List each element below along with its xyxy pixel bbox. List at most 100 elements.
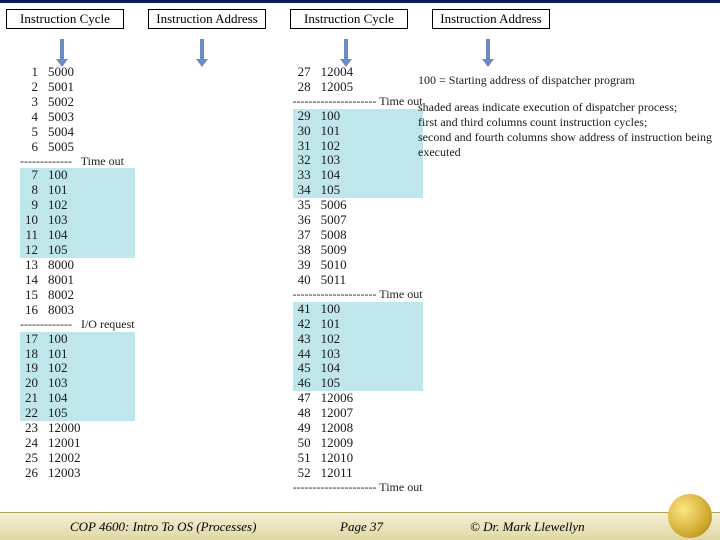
cycle-value: 15 <box>20 288 48 303</box>
dash-line: --------------------- Time out <box>293 288 423 302</box>
footer-logo-icon <box>668 494 712 538</box>
cycle-value: 9 <box>20 198 48 213</box>
trace-row: 32103 <box>293 153 423 168</box>
cycle-value: 23 <box>20 421 48 436</box>
cycle-value: 19 <box>20 361 48 376</box>
trace-row: 18101 <box>20 347 135 362</box>
address-value: 100 <box>48 168 102 183</box>
cycle-value: 1 <box>20 65 48 80</box>
cycle-value: 16 <box>20 303 48 318</box>
trace-row: 44103 <box>293 347 423 362</box>
address-value: 5003 <box>48 110 102 125</box>
cycle-value: 6 <box>20 140 48 155</box>
trace-row: 7100 <box>20 168 135 183</box>
trace-row: 385009 <box>293 243 423 258</box>
address-value: 5006 <box>321 198 375 213</box>
trace-row: 31102 <box>293 139 423 154</box>
dash-line: ------------- Time out <box>20 155 135 169</box>
trace-row: 19102 <box>20 361 135 376</box>
cycle-value: 48 <box>293 406 321 421</box>
cycle-value: 34 <box>293 183 321 198</box>
address-value: 12006 <box>321 391 375 406</box>
cycle-value: 3 <box>20 95 48 110</box>
trace-columns: 150002500135002450035500465005----------… <box>20 65 423 495</box>
cycle-value: 50 <box>293 436 321 451</box>
cycle-value: 44 <box>293 347 321 362</box>
trace-row: 25001 <box>20 80 135 95</box>
trace-row: 34105 <box>293 183 423 198</box>
cycle-value: 33 <box>293 168 321 183</box>
address-value: 101 <box>321 124 375 139</box>
address-value: 12007 <box>321 406 375 421</box>
address-value: 5004 <box>48 125 102 140</box>
cycle-value: 40 <box>293 273 321 288</box>
cycle-value: 5 <box>20 125 48 140</box>
cycle-value: 7 <box>20 168 48 183</box>
cycle-value: 22 <box>20 406 48 421</box>
address-value: 100 <box>48 332 102 347</box>
address-value: 12009 <box>321 436 375 451</box>
trace-row: 2512002 <box>20 451 135 466</box>
address-value: 105 <box>48 406 102 421</box>
label-arrow-2 <box>344 39 348 61</box>
cycle-value: 12 <box>20 243 48 258</box>
cycle-value: 51 <box>293 451 321 466</box>
cycle-value: 25 <box>20 451 48 466</box>
trace-row: 5012009 <box>293 436 423 451</box>
trace-row: 148001 <box>20 273 135 288</box>
cycle-value: 47 <box>293 391 321 406</box>
address-value: 104 <box>48 391 102 406</box>
cycle-value: 20 <box>20 376 48 391</box>
trace-row: 4812007 <box>293 406 423 421</box>
label-instr-addr-1: Instruction Address <box>148 9 266 29</box>
trace-row: 42101 <box>293 317 423 332</box>
trace-row: 2312000 <box>20 421 135 436</box>
trace-row: 12105 <box>20 243 135 258</box>
address-value: 5008 <box>321 228 375 243</box>
trace-row: 395010 <box>293 258 423 273</box>
trace-row: 2712004 <box>293 65 423 80</box>
trace-row: 2412001 <box>20 436 135 451</box>
address-value: 12004 <box>321 65 375 80</box>
trace-row: 405011 <box>293 273 423 288</box>
address-value: 102 <box>321 139 375 154</box>
trace-row: 2612003 <box>20 466 135 481</box>
trace-row: 355006 <box>293 198 423 213</box>
address-value: 104 <box>48 228 102 243</box>
address-value: 103 <box>48 213 102 228</box>
cycle-value: 13 <box>20 258 48 273</box>
trace-row: 20103 <box>20 376 135 391</box>
address-value: 5011 <box>321 273 375 288</box>
address-value: 12000 <box>48 421 102 436</box>
cycle-value: 29 <box>293 109 321 124</box>
trace-row: 8101 <box>20 183 135 198</box>
cycle-value: 21 <box>20 391 48 406</box>
address-value: 101 <box>48 183 102 198</box>
cycle-value: 26 <box>20 466 48 481</box>
address-value: 12011 <box>321 466 375 481</box>
cycle-value: 52 <box>293 466 321 481</box>
trace-row: 45104 <box>293 361 423 376</box>
trace-row: 15000 <box>20 65 135 80</box>
trace-row: 35002 <box>20 95 135 110</box>
trace-row: 29100 <box>293 109 423 124</box>
address-value: 103 <box>321 347 375 362</box>
address-value: 8003 <box>48 303 102 318</box>
trace-row: 43102 <box>293 332 423 347</box>
address-value: 103 <box>321 153 375 168</box>
cycle-value: 17 <box>20 332 48 347</box>
label-instr-cycle-2: Instruction Cycle <box>290 9 408 29</box>
cycle-value: 11 <box>20 228 48 243</box>
trace-row: 365007 <box>293 213 423 228</box>
cycle-value: 24 <box>20 436 48 451</box>
footer-page: Page 37 <box>340 519 383 535</box>
trace-right-column: 27120042812005--------------------- Time… <box>293 65 423 495</box>
trace-row: 158002 <box>20 288 135 303</box>
trace-row: 4912008 <box>293 421 423 436</box>
trace-row: 5112010 <box>293 451 423 466</box>
address-value: 100 <box>321 302 375 317</box>
address-value: 104 <box>321 361 375 376</box>
address-value: 12003 <box>48 466 102 481</box>
trace-row: 5212011 <box>293 466 423 481</box>
legend-notes: 100 = Starting address of dispatcher pro… <box>418 73 713 160</box>
